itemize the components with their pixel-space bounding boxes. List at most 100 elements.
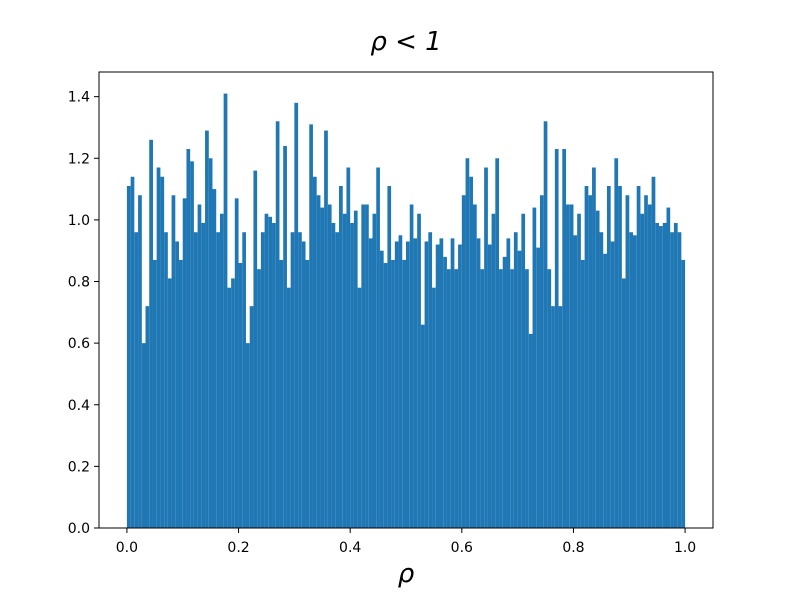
bar: [283, 145, 287, 528]
bar: [432, 287, 436, 528]
bar: [160, 176, 165, 528]
bar: [260, 232, 265, 528]
bar: [644, 195, 648, 529]
bar: [625, 195, 630, 529]
bar: [580, 259, 585, 528]
bar: [253, 170, 258, 528]
bar: [290, 232, 295, 528]
bar: [272, 222, 276, 529]
bar: [212, 189, 217, 528]
bar: [562, 149, 567, 528]
bar: [372, 213, 377, 528]
bar: [294, 102, 299, 528]
bar: [603, 253, 607, 528]
x-tick-label: 1.0: [674, 540, 696, 556]
bar: [599, 232, 604, 528]
bar: [588, 195, 593, 529]
bar: [353, 210, 358, 528]
y-tick-label: 0.4: [68, 398, 90, 414]
bar: [409, 204, 414, 528]
bar: [249, 306, 254, 528]
x-axis-label: ρ: [398, 559, 415, 589]
bar: [312, 176, 317, 528]
y-tick-label: 0.2: [68, 459, 90, 475]
bar: [539, 195, 544, 529]
bar: [324, 130, 328, 529]
bar: [164, 232, 168, 528]
bar: [149, 139, 153, 528]
bar: [316, 195, 321, 529]
bar: [245, 343, 250, 528]
bar: [286, 287, 291, 528]
bar: [513, 232, 518, 528]
bar: [621, 278, 626, 528]
bar: [234, 198, 239, 528]
bar: [629, 232, 634, 528]
bar: [186, 149, 191, 528]
bar: [346, 167, 351, 528]
bar: [167, 278, 172, 528]
bar: [584, 186, 589, 528]
bar: [406, 241, 410, 528]
bar: [379, 250, 384, 528]
bar: [420, 324, 425, 528]
bar: [231, 278, 235, 528]
bar: [487, 244, 492, 529]
bar: [387, 186, 392, 528]
bar: [443, 256, 447, 528]
bar: [614, 158, 619, 528]
bar: [633, 235, 637, 528]
bar: [309, 124, 313, 528]
bar: [510, 269, 514, 528]
bar: [606, 186, 611, 528]
bar: [350, 222, 354, 529]
bar: [190, 161, 194, 528]
bar: [521, 213, 526, 528]
bar: [413, 238, 418, 529]
bar: [573, 235, 578, 528]
bar: [499, 269, 503, 528]
bar: [242, 232, 246, 528]
bar: [126, 186, 131, 528]
bar: [569, 204, 574, 528]
bar: [435, 244, 440, 529]
bar: [145, 306, 150, 528]
bar: [517, 250, 522, 528]
bar: [279, 259, 284, 528]
bar: [264, 213, 269, 528]
bar: [171, 195, 176, 529]
bar: [402, 259, 406, 528]
bar: [677, 232, 682, 528]
bar: [659, 226, 663, 528]
bar: [577, 213, 581, 528]
bar: [398, 235, 403, 528]
bar: [394, 241, 399, 528]
bar: [376, 167, 380, 528]
bar: [391, 259, 395, 528]
bar: [361, 204, 366, 528]
bar: [365, 204, 369, 528]
bar: [205, 130, 209, 529]
bar: [175, 241, 179, 528]
plot-frame: [98, 71, 714, 529]
bar: [335, 232, 340, 528]
bar: [647, 204, 652, 528]
bar: [134, 232, 139, 528]
x-tick-label: 0.8: [562, 540, 584, 556]
bar: [592, 167, 596, 528]
bar: [138, 195, 142, 529]
bar: [178, 259, 183, 528]
bar: [342, 213, 347, 528]
chart-title: ρ < 1: [370, 27, 441, 57]
y-tick-label: 1.2: [68, 151, 90, 167]
bar: [331, 222, 336, 529]
bar: [595, 210, 600, 528]
bar: [197, 204, 202, 528]
bar: [182, 198, 187, 528]
bar: [454, 269, 459, 528]
bar: [528, 333, 533, 528]
bar: [670, 232, 674, 528]
bar: [495, 158, 500, 528]
bar: [480, 269, 485, 528]
bar: [543, 121, 548, 528]
